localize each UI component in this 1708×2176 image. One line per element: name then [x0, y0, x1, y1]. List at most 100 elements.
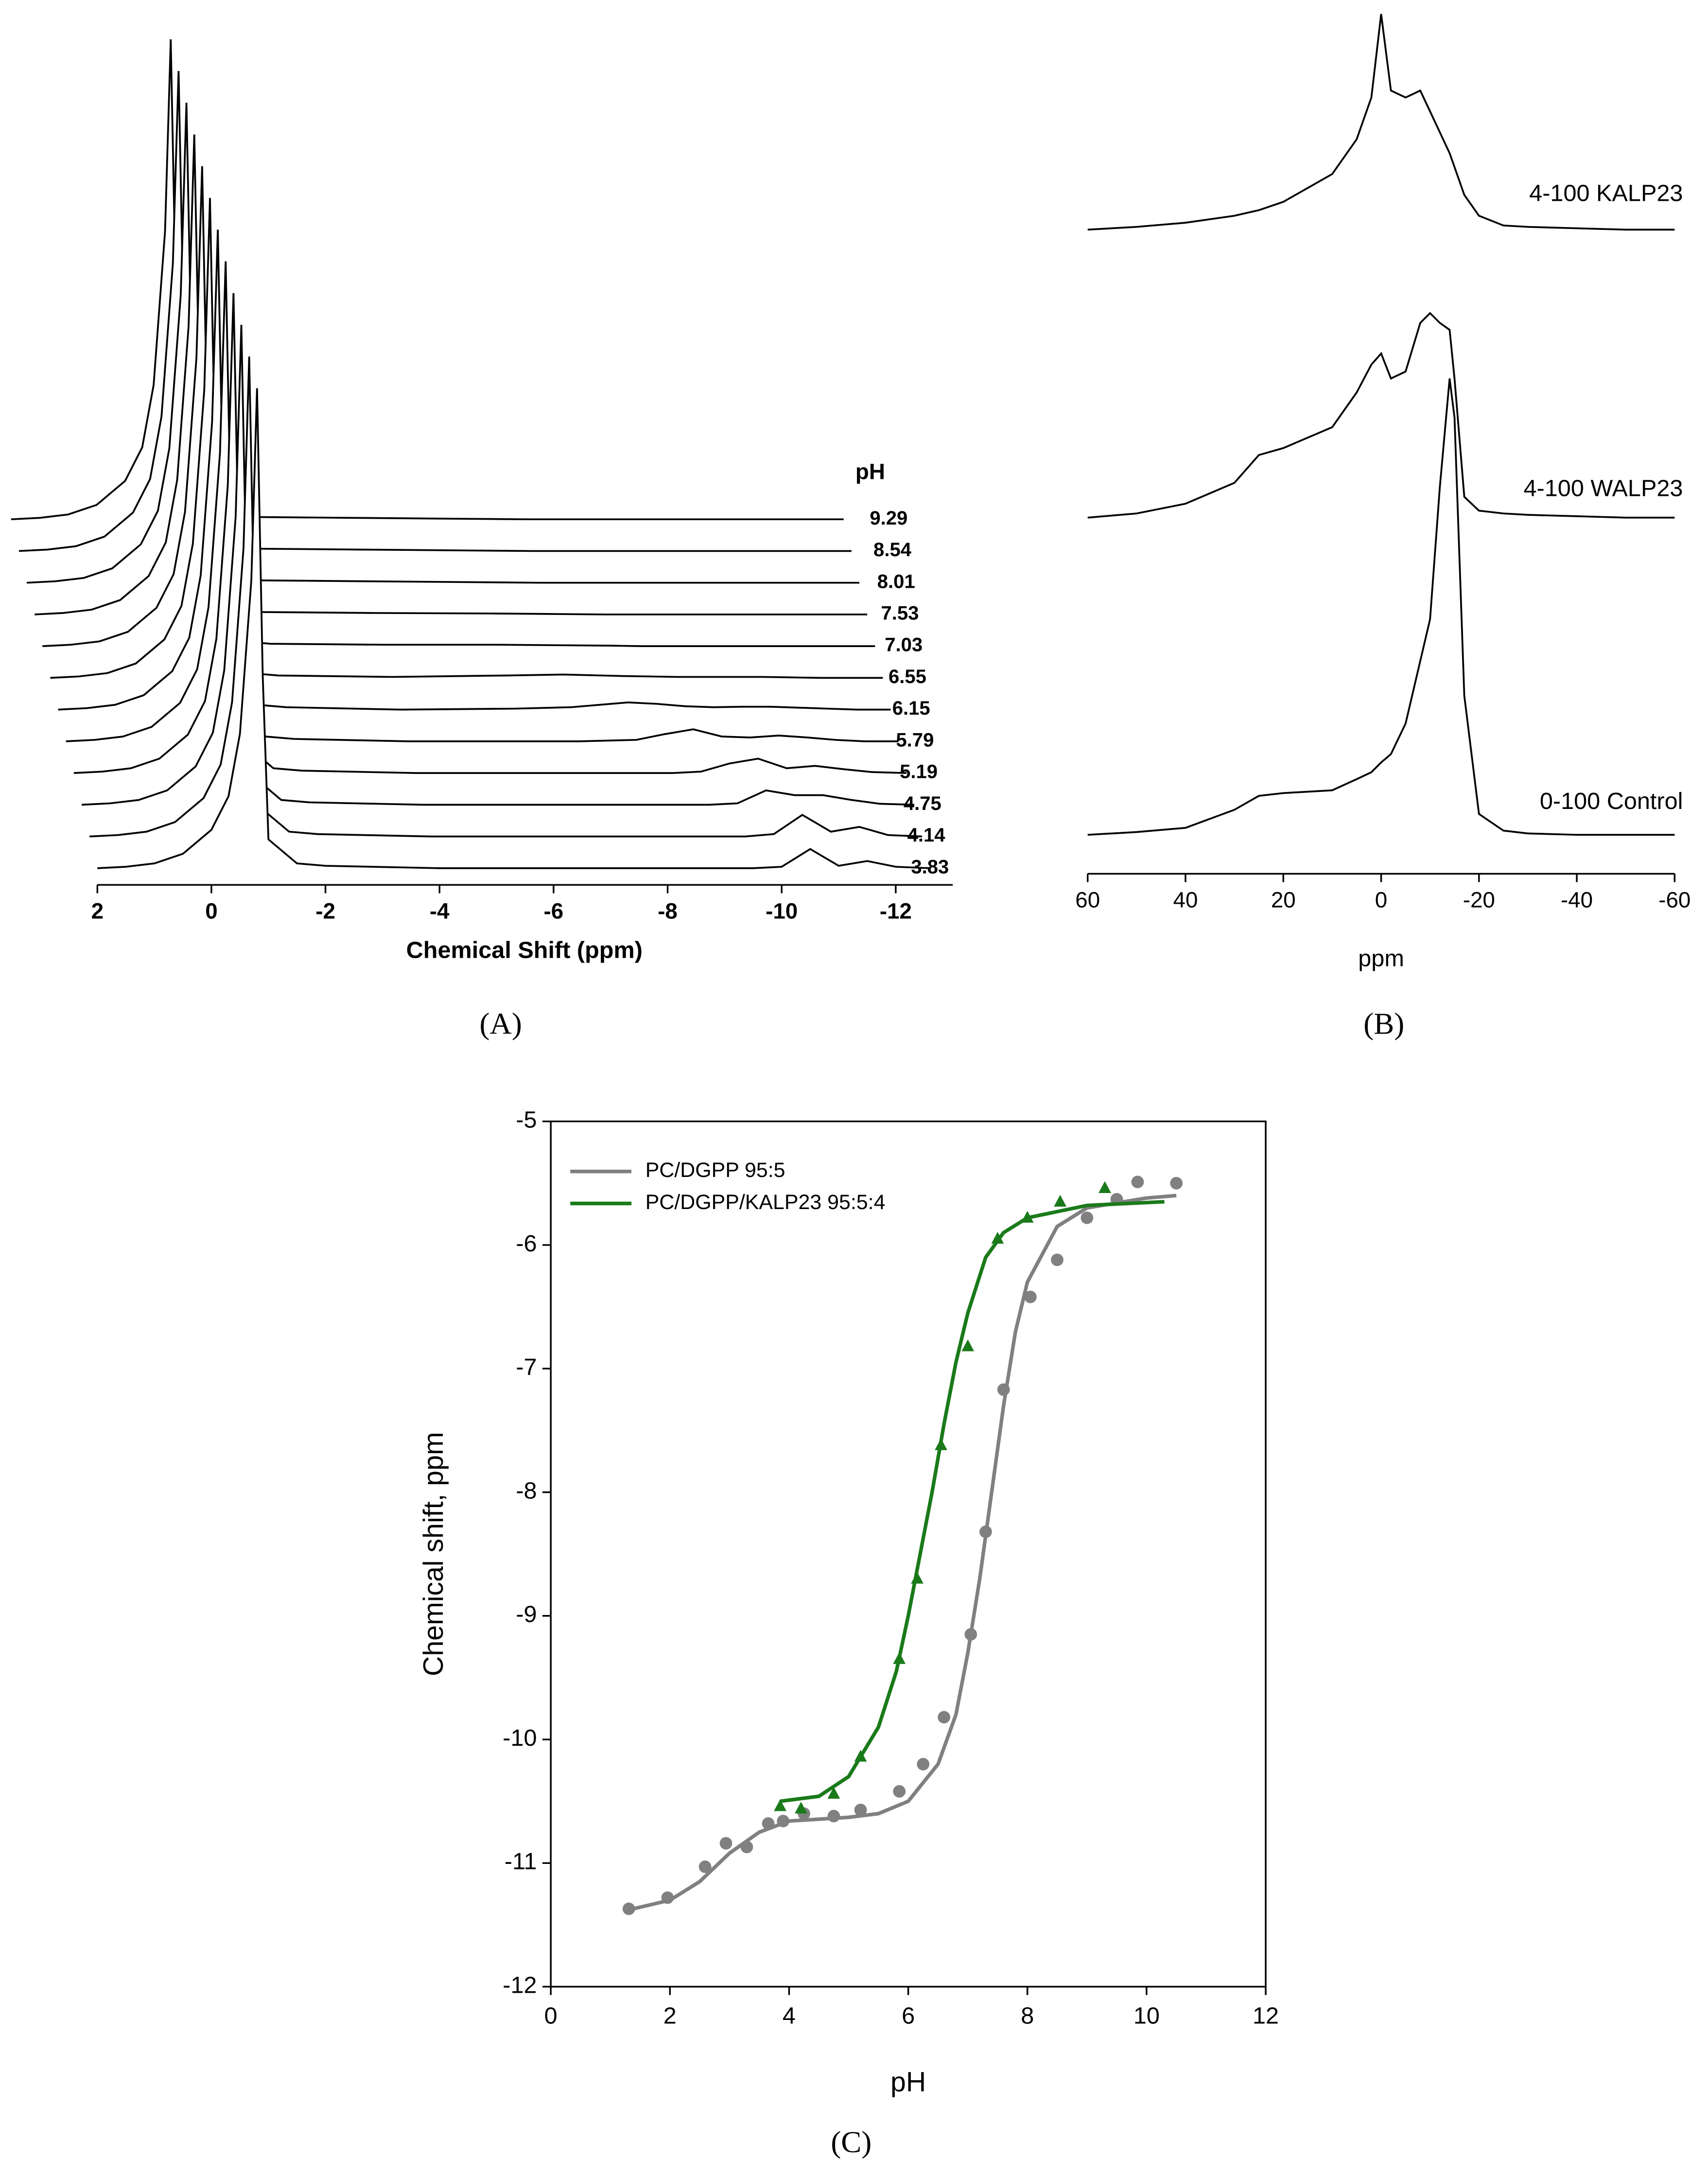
data-point	[762, 1817, 775, 1830]
data-point	[935, 1438, 947, 1450]
spectrum	[1087, 14, 1675, 231]
spectrum-label: 6.55	[889, 666, 926, 687]
spectrum	[58, 229, 891, 711]
x-tick-label: -6	[544, 899, 564, 924]
spectrum-mask	[1087, 14, 1675, 234]
x-axis-title: pH	[890, 2067, 926, 2098]
spectrum-label: 4-100 KALP23	[1529, 180, 1683, 207]
x-tick-label: -20	[1463, 888, 1495, 913]
data-point	[997, 1383, 1010, 1396]
data-point	[1024, 1290, 1037, 1303]
fit-line	[627, 1193, 1177, 1912]
y-tick-label: -6	[516, 1230, 537, 1257]
spectrum-label: 7.53	[881, 603, 919, 624]
spectrum-label: 5.19	[900, 761, 938, 783]
spectrum	[97, 388, 930, 869]
x-tick-label: -8	[658, 899, 678, 924]
data-point	[719, 1837, 732, 1850]
legend-label: PC/DGPP/KALP23 95:5:4	[645, 1191, 886, 1214]
panel-label: (A)	[479, 1007, 522, 1041]
x-axis-title: Chemical Shift (ppm)	[406, 937, 643, 963]
x-tick-label: -40	[1561, 888, 1593, 913]
data-point	[622, 1902, 635, 1915]
spectrum	[81, 325, 915, 806]
spectrum	[89, 356, 923, 838]
x-tick-label: 0	[544, 2002, 558, 2029]
x-tick-label: 40	[1173, 888, 1198, 913]
y-tick-label: -5	[516, 1107, 537, 1133]
data-point	[911, 1572, 924, 1584]
fit-line	[780, 1200, 1165, 1803]
data-point	[774, 1799, 786, 1811]
data-point	[698, 1860, 712, 1873]
x-tick-label: 10	[1133, 2002, 1160, 2029]
spectrum-label: 7.03	[885, 634, 923, 656]
data-point	[964, 1628, 977, 1641]
x-tick-label: 60	[1075, 888, 1100, 913]
spectrum-label: 4.75	[904, 793, 941, 814]
spectrum	[26, 103, 859, 584]
data-point	[854, 1804, 867, 1816]
spectrum-label: 9.29	[870, 508, 907, 529]
spectrum	[1087, 378, 1675, 836]
x-tick-label: 0	[1375, 888, 1387, 913]
spectrum-label: 6.15	[892, 698, 930, 719]
x-tick-label: 2	[91, 899, 104, 924]
legend-label: PC/DGPP 95:5	[645, 1158, 785, 1182]
y-tick-label: -7	[516, 1354, 537, 1380]
spectrum	[42, 166, 875, 648]
spectrum-label: 5.79	[896, 729, 934, 751]
data-point	[827, 1787, 840, 1799]
spectrum-label: 4.14	[907, 825, 946, 846]
data-point	[827, 1809, 840, 1823]
spectrum-mask	[1087, 313, 1675, 522]
x-tick-label: -4	[430, 899, 450, 924]
legend-title: pH	[855, 459, 885, 484]
panel-label: (C)	[831, 2125, 871, 2159]
spectrum	[66, 261, 899, 742]
x-tick-label: -2	[315, 899, 335, 924]
data-point	[1170, 1176, 1183, 1190]
spectrum	[11, 39, 844, 521]
data-point	[979, 1525, 992, 1538]
data-point	[1098, 1181, 1111, 1193]
x-tick-label: -60	[1658, 888, 1691, 913]
panel: (A) 2 0 -2 -4 -6 -8 -10 -12 Chemical Shift (ppm) p…	[11, 39, 953, 1041]
y-tick-label: -9	[516, 1601, 537, 1628]
spectrum-label: 8.54	[873, 539, 912, 561]
data-point	[661, 1891, 674, 1904]
data-point	[795, 1802, 807, 1814]
data-point	[854, 1750, 867, 1762]
x-tick-label: 12	[1253, 2002, 1279, 2029]
y-tick-label: -8	[516, 1477, 537, 1504]
data-point	[777, 1814, 790, 1827]
data-point	[1081, 1211, 1094, 1224]
panel: (C) 0 2 4 6 8 10 12 -12 -11 -10 -9 -8 -7 -6 -5 pH Chemica…	[418, 1107, 1279, 2159]
data-point	[740, 1841, 753, 1854]
x-axis-title: ppm	[1358, 946, 1404, 972]
x-tick-label: -10	[766, 899, 798, 924]
y-tick-label: -10	[503, 1725, 537, 1751]
spectrum	[73, 293, 906, 774]
spectrum-mask	[11, 39, 844, 524]
data-point	[1021, 1211, 1034, 1223]
x-tick-label: 0	[205, 899, 217, 924]
spectrum-label: 4-100 WALP23	[1524, 475, 1683, 501]
panel: (B) 60 40 20 0 -20 -40 -60 ppm 4-100 KALP23 4-100 …	[1075, 14, 1691, 1041]
data-point	[917, 1758, 930, 1771]
y-axis-title: Chemical shift, ppm	[418, 1432, 449, 1676]
data-point	[1131, 1176, 1144, 1189]
panel-label: (B)	[1363, 1007, 1404, 1041]
x-tick-label: 4	[783, 2002, 796, 2029]
spectrum	[50, 198, 883, 679]
data-point	[1051, 1253, 1063, 1266]
plot-frame	[550, 1120, 1267, 1988]
data-point	[938, 1711, 951, 1724]
spectrum-label: 0-100 Control	[1540, 788, 1683, 814]
data-point	[961, 1339, 975, 1351]
x-tick-label: 2	[663, 2002, 677, 2029]
spectrum	[18, 71, 852, 552]
spectrum	[35, 134, 868, 615]
data-point	[1054, 1194, 1067, 1207]
